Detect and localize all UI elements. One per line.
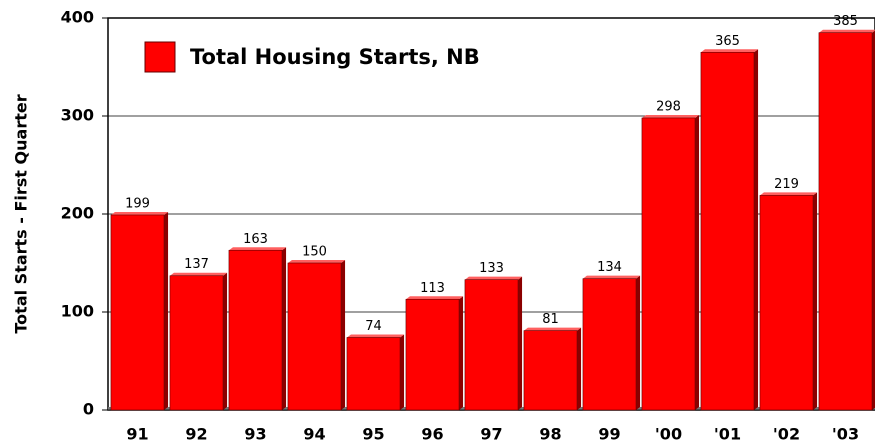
- bar: [228, 249, 283, 411]
- bar: [759, 195, 814, 411]
- legend-label: Total Housing Starts, NB: [190, 45, 480, 69]
- x-tick-label: 98: [539, 425, 561, 444]
- value-label: 365: [715, 34, 740, 49]
- x-tick-label: '00: [655, 425, 682, 444]
- value-label: 113: [420, 281, 445, 296]
- bar-top: [464, 276, 523, 280]
- bar: [523, 330, 578, 411]
- x-tick-label: 93: [244, 425, 266, 444]
- x-tick-label: 99: [598, 425, 620, 444]
- y-tick-label: 100: [61, 302, 94, 321]
- value-label: 298: [656, 99, 681, 114]
- bar: [641, 117, 696, 411]
- value-label: 134: [597, 260, 622, 275]
- bar-top: [759, 192, 818, 196]
- value-label: 74: [365, 319, 382, 334]
- y-tick-label: 200: [61, 204, 94, 223]
- bar-side: [282, 247, 287, 410]
- bar-side: [813, 192, 818, 410]
- bar-top: [287, 260, 346, 263]
- bar-side: [223, 272, 228, 410]
- value-label: 163: [243, 232, 268, 247]
- bar-top: [641, 114, 700, 118]
- x-tick-label: 95: [362, 425, 384, 444]
- y-tick-label: 0: [83, 400, 94, 419]
- bar-side: [577, 327, 582, 410]
- bar-side: [754, 49, 759, 411]
- value-label: 385: [833, 14, 858, 29]
- x-tick-label: 96: [421, 425, 443, 444]
- bar: [818, 32, 873, 411]
- y-tick-label: 400: [61, 8, 94, 27]
- bar-side: [341, 260, 346, 410]
- bar: [346, 337, 401, 411]
- bar-side: [400, 334, 405, 410]
- bar-top: [169, 272, 228, 276]
- bar: [110, 214, 165, 411]
- bar: [169, 275, 224, 411]
- bar-top: [818, 29, 875, 33]
- bar-top: [582, 275, 641, 279]
- bar-top: [110, 211, 169, 215]
- bar-top: [700, 49, 759, 53]
- bar-top: [228, 247, 287, 251]
- bar-side: [872, 30, 875, 410]
- x-tick-label: 97: [480, 425, 502, 444]
- value-label: 137: [184, 257, 209, 272]
- bar: [287, 262, 342, 411]
- x-tick-label: '01: [714, 425, 741, 444]
- legend-swatch: [144, 41, 176, 73]
- bar: [700, 51, 755, 411]
- x-tick-label: '03: [832, 425, 859, 444]
- x-tick-label: 92: [185, 425, 207, 444]
- bar-side: [518, 276, 523, 410]
- value-label: 150: [302, 245, 327, 260]
- x-tick-label: 94: [303, 425, 325, 444]
- value-label: 133: [479, 261, 504, 276]
- value-label: 219: [774, 177, 799, 192]
- bar-top: [405, 296, 464, 300]
- bar: [582, 278, 637, 411]
- x-tick-label: '02: [773, 425, 800, 444]
- bar-side: [164, 211, 169, 410]
- bar-top: [346, 334, 405, 338]
- bar-side: [459, 296, 464, 410]
- bar: [405, 298, 460, 411]
- bar-side: [695, 114, 700, 411]
- value-label: 199: [125, 196, 150, 211]
- bar: [464, 279, 519, 411]
- bar-side: [636, 275, 641, 410]
- x-tick-label: 91: [126, 425, 148, 444]
- bar-top: [523, 327, 582, 331]
- y-tick-label: 300: [61, 106, 94, 125]
- y-axis-label: Total Starts - First Quarter: [12, 94, 31, 333]
- value-label: 81: [542, 312, 559, 327]
